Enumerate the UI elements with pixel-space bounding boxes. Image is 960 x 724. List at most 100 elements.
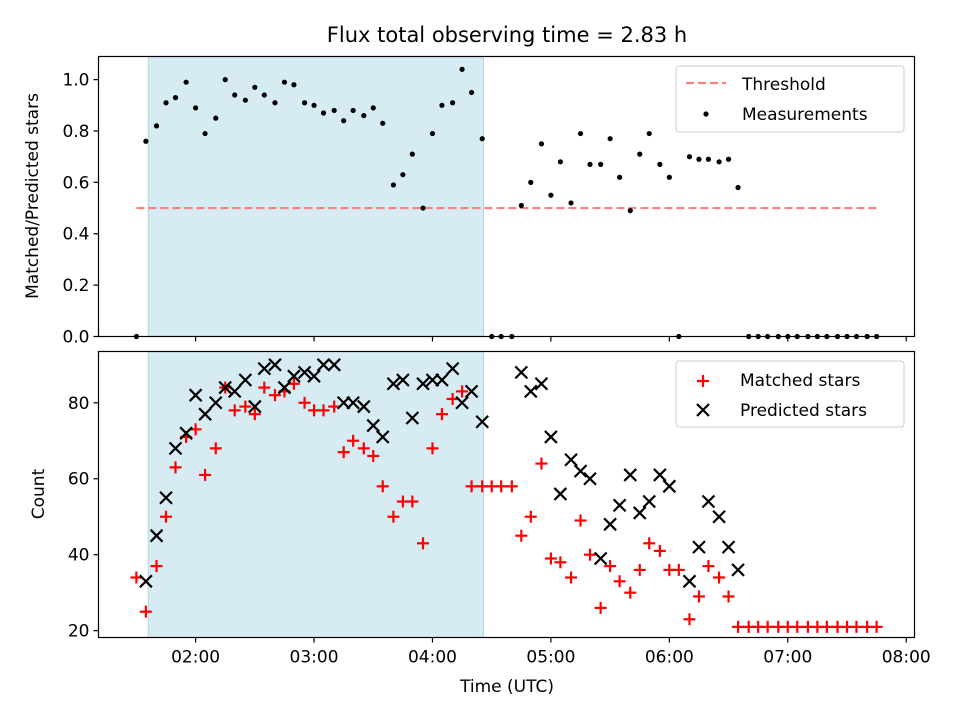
measurement-point <box>479 136 485 142</box>
measurement-point <box>468 89 475 96</box>
y-tick-label: 0.6 <box>62 173 89 193</box>
predicted-star-point <box>712 509 726 524</box>
predicted-star-point <box>179 426 193 440</box>
legend-predicted-label: Predicted stars <box>740 401 867 421</box>
y-tick-label: 80 <box>68 394 90 414</box>
measurement-point <box>172 95 179 101</box>
matched-star-point <box>347 434 360 447</box>
predicted-star-point <box>564 452 578 467</box>
predicted-star-point <box>583 471 597 486</box>
legend-matched-label: Matched stars <box>740 371 860 391</box>
measurement-point <box>409 151 415 157</box>
measurement-point <box>232 92 238 98</box>
matched-star-point <box>387 510 400 523</box>
matched-star-point <box>653 544 666 557</box>
predicted-star-point <box>632 506 647 520</box>
ratio-legend-box <box>675 65 905 133</box>
measurement-point <box>557 159 563 165</box>
y-tick-label: 20 <box>68 622 90 642</box>
predicted-star-point <box>653 468 667 482</box>
matched-star-point <box>239 400 252 413</box>
predicted-star-point <box>357 399 371 414</box>
measurement-point <box>568 200 574 206</box>
measurement-point <box>627 208 633 214</box>
legend-measurements-label: Measurements <box>742 105 868 125</box>
matched-star-point <box>554 556 567 569</box>
predicted-star-point <box>366 418 381 433</box>
predicted-star-point <box>662 479 677 494</box>
matched-star-point <box>367 449 380 462</box>
matched-star-point <box>495 480 508 493</box>
matched-star-point <box>574 514 587 527</box>
predicted-star-point <box>316 358 331 372</box>
count-legend-box <box>675 360 905 428</box>
matched-star-point <box>160 510 173 523</box>
matched-star-point <box>732 620 745 633</box>
measurement-point <box>637 151 643 157</box>
measurement-point <box>281 79 288 85</box>
matched-star-point <box>248 408 261 421</box>
matched-star-point <box>337 446 350 459</box>
measurement-point <box>261 92 267 98</box>
chart-title: Flux total observing time = 2.83 h <box>327 23 687 47</box>
measurement-point <box>213 115 219 121</box>
matched-star-point <box>583 548 596 561</box>
matched-star-point <box>505 480 518 493</box>
measurement-point <box>222 77 228 83</box>
measurement-point <box>577 130 584 137</box>
matched-star-point <box>435 408 448 421</box>
matched-star-point <box>565 571 578 584</box>
matched-star-point <box>268 389 281 402</box>
predicted-star-point <box>198 407 212 421</box>
matched-star-point <box>376 480 389 493</box>
matched-star-point <box>535 457 548 470</box>
matched-star-point <box>544 552 557 565</box>
matched-star-point <box>624 586 637 599</box>
predicted-star-point <box>307 369 321 383</box>
count-panel-legend: Matched stars Predicted stars <box>675 360 905 428</box>
predicted-star-point <box>445 361 460 376</box>
ratio-panel-legend: Threshold Measurements <box>675 65 905 133</box>
measurement-point <box>361 112 367 119</box>
predicted-star-point <box>139 574 153 589</box>
x-tick-label: 03:00 <box>290 648 339 668</box>
observing-interval-shade <box>147 351 484 638</box>
y-tick-label: 0.0 <box>62 328 89 348</box>
measurement-point <box>598 161 604 167</box>
matched-star-point <box>150 560 163 573</box>
count-panel-ylabel: Count <box>29 468 49 519</box>
predicted-star-point <box>297 365 312 380</box>
measurement-point <box>272 100 278 106</box>
matched-star-point <box>672 563 685 576</box>
predicted-star-point <box>168 441 183 456</box>
measurement-point <box>183 79 189 85</box>
matched-star-point <box>406 495 419 508</box>
measurement-point <box>646 130 652 137</box>
predicted-star-point <box>268 358 282 372</box>
measurement-point <box>538 141 545 147</box>
predicted-star-point <box>208 395 223 410</box>
matched-star-point <box>643 537 656 550</box>
matched-star-point <box>515 529 528 542</box>
x-tick-label: 08:00 <box>882 648 931 668</box>
predicted-star-point <box>218 380 233 395</box>
x-tick-label: 02:00 <box>171 648 220 668</box>
measurement-point <box>400 172 406 178</box>
predicted-star-point <box>682 574 697 589</box>
predicted-star-point <box>623 468 638 482</box>
matched-star-point <box>258 381 271 394</box>
matched-star-point <box>130 571 143 584</box>
measurement-point <box>528 179 534 185</box>
predicted-star-point <box>464 384 479 399</box>
measurement-point <box>202 130 208 137</box>
predicted-star-point <box>435 373 449 387</box>
y-tick-label: 1.0 <box>62 71 89 91</box>
x-tick-label: 06:00 <box>645 648 694 668</box>
measurement-point <box>429 130 436 137</box>
legend-measurements-swatch <box>703 111 709 117</box>
measurement-point <box>587 161 593 167</box>
matched-star-point <box>199 468 212 481</box>
measurement-point <box>380 120 386 126</box>
predicted-star-point <box>701 494 716 509</box>
predicted-star-point <box>159 490 173 505</box>
